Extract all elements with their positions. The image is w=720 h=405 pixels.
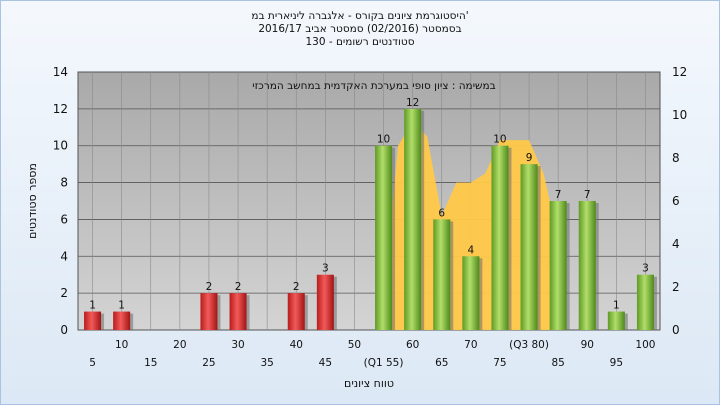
chart-subtitle-students: סטודנטים רשומים - 130 <box>305 36 415 48</box>
y2-tick-label: 10 <box>672 108 687 122</box>
x-tick-label: 45 <box>319 357 332 369</box>
bar-pass <box>578 201 596 330</box>
bar-fail <box>84 311 102 330</box>
y-tick-label: 10 <box>53 139 68 153</box>
x-tick-label: 70 <box>464 339 477 351</box>
chart-title: היסטוגרמת ציונים בקורס - אלגברה ליניארית… <box>251 10 469 22</box>
y2-tick-label: 12 <box>672 65 687 79</box>
x-tick-label: 85 <box>551 357 564 369</box>
bar-value-label: 4 <box>468 244 475 256</box>
bar-value-label: 3 <box>642 263 649 275</box>
bar-value-label: 1 <box>613 300 620 312</box>
y-tick-label: 0 <box>60 323 68 337</box>
y2-tick-label: 6 <box>672 194 680 208</box>
bar-value-label: 12 <box>406 97 419 109</box>
bar-fail <box>287 293 305 330</box>
x-tick-label: 65 <box>435 357 448 369</box>
y-tick-label: 8 <box>60 176 68 190</box>
plot-background <box>77 71 661 331</box>
bar-pass <box>462 256 480 330</box>
bar-pass <box>404 108 422 330</box>
x-tick-label: 60 <box>406 339 419 351</box>
y2-tick-label: 8 <box>672 151 680 165</box>
bar-value-label: 2 <box>235 281 242 293</box>
bar-value-label: 10 <box>493 134 506 146</box>
y-tick-label: 12 <box>53 102 68 116</box>
bar-value-label: 1 <box>118 300 125 312</box>
x-axis-title: טווח ציונים <box>344 377 394 390</box>
bar-value-label: 2 <box>293 281 300 293</box>
bar-value-label: 9 <box>526 152 533 164</box>
x-tick-label: 95 <box>610 357 623 369</box>
bar-value-label: 2 <box>206 281 213 293</box>
bar-value-label: 1 <box>89 300 96 312</box>
x-tick-label: 25 <box>202 357 215 369</box>
x-tick-label: 75 <box>493 357 506 369</box>
bar-value-label: 7 <box>584 189 591 201</box>
y2-tick-label: 4 <box>672 237 680 251</box>
x-tick-label: 10 <box>115 339 128 351</box>
bar-pass <box>375 145 393 330</box>
bar-fail <box>200 293 218 330</box>
x-tick-label: 5 <box>89 357 96 369</box>
bar-fail <box>229 293 247 330</box>
bar-pass <box>549 201 567 330</box>
x-tick-label: 50 <box>348 339 361 351</box>
bar-pass <box>607 311 625 330</box>
x-tick-label: (Q3 80) <box>509 339 549 351</box>
x-tick-label: 20 <box>173 339 186 351</box>
y-tick-label: 14 <box>53 65 68 79</box>
bar-pass <box>491 145 509 330</box>
bar-pass <box>636 274 654 330</box>
bar-value-label: 7 <box>555 189 562 201</box>
y-tick-label: 4 <box>60 249 68 263</box>
bar-pass <box>433 219 451 330</box>
y-axis-title: מספר סטודנטים <box>26 163 39 239</box>
x-tick-label: 15 <box>144 357 157 369</box>
chart-subtitle-semester: בסמסטר (02/2016) סמסטר אביב 2016/17 <box>258 23 462 35</box>
x-tick-label: (Q1 55) <box>364 357 404 369</box>
plot-annotation: במשימה : ציון סופי במערכת האקדמית במחשב … <box>252 80 495 92</box>
y2-tick-label: 0 <box>672 323 680 337</box>
x-tick-label: 40 <box>290 339 303 351</box>
bar-pass <box>520 164 538 330</box>
iqr-area <box>383 121 559 330</box>
bar-value-label: 3 <box>322 263 329 275</box>
y2-tick-label: 2 <box>672 280 680 294</box>
y-tick-label: 6 <box>60 212 68 226</box>
x-tick-label: 35 <box>260 357 273 369</box>
bar-fail <box>113 311 131 330</box>
y-tick-label: 2 <box>60 286 68 300</box>
x-tick-label: 30 <box>231 339 244 351</box>
bar-value-label: 10 <box>377 134 390 146</box>
bar-value-label: 6 <box>438 207 445 219</box>
x-tick-label: 100 <box>635 339 655 351</box>
bar-fail <box>316 274 334 330</box>
x-tick-label: 90 <box>581 339 594 351</box>
